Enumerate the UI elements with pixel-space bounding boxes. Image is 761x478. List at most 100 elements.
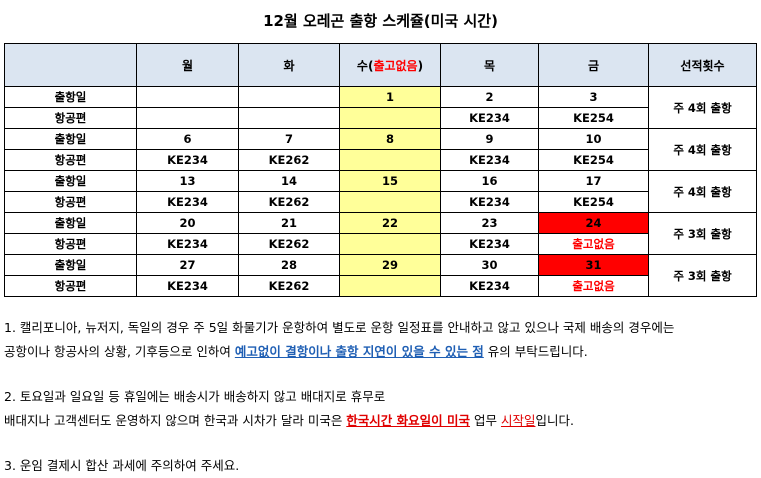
header-row: 월 화 수(출고없음) 목 금 선적횟수 bbox=[4, 43, 757, 87]
table-row: 출항일 6 7 8 9 10 주 4회 출항 bbox=[4, 128, 757, 171]
flight-cell: KE234 bbox=[136, 275, 239, 297]
flight-cell bbox=[238, 107, 340, 129]
date-cell: 2 bbox=[440, 86, 539, 108]
row-label-date: 출항일 bbox=[4, 86, 137, 108]
note-1-line-1: 1. 캘리포니아, 뉴저지, 독일의 경우 주 5일 화물기가 운항하여 별도로… bbox=[4, 320, 675, 335]
count-cell: 주 4회 출항 bbox=[648, 128, 757, 171]
date-cell: 7 bbox=[238, 128, 340, 150]
date-cell: 27 bbox=[136, 254, 239, 276]
flight-cell: KE234 bbox=[440, 275, 539, 297]
date-cell: 30 bbox=[440, 254, 539, 276]
table-row: 출항일 13 14 15 16 17 주 4회 출항 bbox=[4, 170, 757, 213]
date-cell: 20 bbox=[136, 212, 239, 234]
flight-cell: KE254 bbox=[538, 107, 649, 129]
flight-cell bbox=[339, 191, 441, 213]
table-row: 항공편 KE234 KE262 KE234 KE254 bbox=[4, 149, 757, 171]
header-mon: 월 bbox=[136, 43, 239, 87]
flight-cell bbox=[136, 107, 239, 129]
note-1-highlight: 예고없이 결항이나 출항 지연이 있을 수 있는 점 bbox=[234, 344, 484, 359]
schedule-table: 월 화 수(출고없음) 목 금 선적횟수 출항일 1 2 3 주 4회 출항 항… bbox=[4, 43, 757, 297]
header-wed-prefix: 수( bbox=[356, 58, 374, 73]
count-cell: 주 4회 출항 bbox=[648, 86, 757, 129]
date-cell: 16 bbox=[440, 170, 539, 192]
header-wed: 수(출고없음) bbox=[339, 43, 441, 87]
row-label-date: 출항일 bbox=[4, 254, 137, 276]
date-cell: 10 bbox=[538, 128, 649, 150]
date-cell: 6 bbox=[136, 128, 239, 150]
date-cell bbox=[238, 86, 340, 108]
flight-cell: KE234 bbox=[440, 149, 539, 171]
table-row: 항공편 KE234 KE262 KE234 출고없음 bbox=[4, 233, 757, 255]
row-label-date: 출항일 bbox=[4, 212, 137, 234]
flight-cell: KE234 bbox=[136, 233, 239, 255]
date-cell bbox=[136, 86, 239, 108]
note-2-text-a: 배대지나 고객센터도 운영하지 않으며 한국과 시차가 달라 미국은 bbox=[4, 413, 347, 428]
flight-cell-no-shipping: 출고없음 bbox=[538, 233, 649, 255]
date-cell: 22 bbox=[339, 212, 441, 234]
date-cell: 23 bbox=[440, 212, 539, 234]
page-title: 12월 오레곤 출항 스케쥴(미국 시간) bbox=[263, 12, 498, 30]
table-row: 항공편 KE234 KE254 bbox=[4, 107, 757, 129]
note-1-text-a: 공항이나 항공사의 상황, 기후등으로 인하여 bbox=[4, 344, 235, 359]
row-label-flight: 항공편 bbox=[4, 149, 137, 171]
notes-section: 1. 캘리포니아, 뉴저지, 독일의 경우 주 5일 화물기가 운항하여 별도로… bbox=[4, 316, 759, 478]
note-2-line-1: 2. 토요일과 일요일 등 휴일에는 배송시가 배송하지 않고 배대지로 휴무로 bbox=[4, 389, 386, 404]
flight-cell: KE234 bbox=[440, 191, 539, 213]
flight-cell bbox=[339, 107, 441, 129]
count-cell: 주 3회 출항 bbox=[648, 254, 757, 297]
note-2-text-e: 입니다. bbox=[535, 413, 574, 428]
row-label-date: 출항일 bbox=[4, 128, 137, 150]
flight-cell: KE234 bbox=[440, 107, 539, 129]
date-cell: 28 bbox=[238, 254, 340, 276]
date-cell-no-shipping: 31 bbox=[538, 254, 649, 276]
row-label-flight: 항공편 bbox=[4, 275, 137, 297]
flight-cell: KE262 bbox=[238, 191, 340, 213]
note-1-text-c: 유의 부탁드립니다. bbox=[483, 344, 588, 359]
header-count: 선적횟수 bbox=[648, 43, 757, 87]
table-row: 항공편 KE234 KE262 KE234 KE254 bbox=[4, 191, 757, 213]
flight-cell bbox=[339, 149, 441, 171]
date-cell: 15 bbox=[339, 170, 441, 192]
row-label-flight: 항공편 bbox=[4, 191, 137, 213]
date-cell: 17 bbox=[538, 170, 649, 192]
flight-cell bbox=[339, 275, 441, 297]
table-row: 출항일 1 2 3 주 4회 출항 bbox=[4, 86, 757, 129]
date-cell: 1 bbox=[339, 86, 441, 108]
header-wed-no-shipping: 출고없음 bbox=[373, 58, 418, 73]
table-row: 출항일 27 28 29 30 31 주 3회 출항 bbox=[4, 254, 757, 297]
date-cell: 9 bbox=[440, 128, 539, 150]
date-cell: 3 bbox=[538, 86, 649, 108]
header-blank bbox=[4, 43, 137, 87]
flight-cell: KE262 bbox=[238, 233, 340, 255]
date-cell: 29 bbox=[339, 254, 441, 276]
table-row: 항공편 KE234 KE262 KE234 출고없음 bbox=[4, 275, 757, 297]
header-wed-suffix: ) bbox=[417, 58, 424, 73]
row-label-flight: 항공편 bbox=[4, 107, 137, 129]
flight-cell: KE262 bbox=[238, 149, 340, 171]
date-cell: 13 bbox=[136, 170, 239, 192]
flight-cell: KE234 bbox=[440, 233, 539, 255]
header-fri: 금 bbox=[538, 43, 649, 87]
flight-cell bbox=[339, 233, 441, 255]
flight-cell: KE234 bbox=[136, 191, 239, 213]
date-cell: 21 bbox=[238, 212, 340, 234]
note-2-highlight: 한국시간 화요일이 미국 bbox=[346, 413, 471, 428]
date-cell: 14 bbox=[238, 170, 340, 192]
flight-cell: KE262 bbox=[238, 275, 340, 297]
flight-cell: KE234 bbox=[136, 149, 239, 171]
note-1-line-2: 공항이나 항공사의 상황, 기후등으로 인하여 예고없이 결항이나 출항 지연이… bbox=[4, 340, 759, 364]
header-tue: 화 bbox=[238, 43, 340, 87]
table-row: 출항일 20 21 22 23 24 주 3회 출항 bbox=[4, 212, 757, 255]
flight-cell: KE254 bbox=[538, 149, 649, 171]
count-cell: 주 3회 출항 bbox=[648, 212, 757, 255]
date-cell-no-shipping: 24 bbox=[538, 212, 649, 234]
note-2-line-2: 배대지나 고객센터도 운영하지 않으며 한국과 시차가 달라 미국은 한국시간 … bbox=[4, 409, 759, 433]
flight-cell: KE254 bbox=[538, 191, 649, 213]
flight-cell-no-shipping: 출고없음 bbox=[538, 275, 649, 297]
count-cell: 주 4회 출항 bbox=[648, 170, 757, 213]
date-cell: 8 bbox=[339, 128, 441, 150]
header-thu: 목 bbox=[440, 43, 539, 87]
row-label-date: 출항일 bbox=[4, 170, 137, 192]
row-label-flight: 항공편 bbox=[4, 233, 137, 255]
note-2-text-c: 업무 bbox=[470, 413, 501, 428]
